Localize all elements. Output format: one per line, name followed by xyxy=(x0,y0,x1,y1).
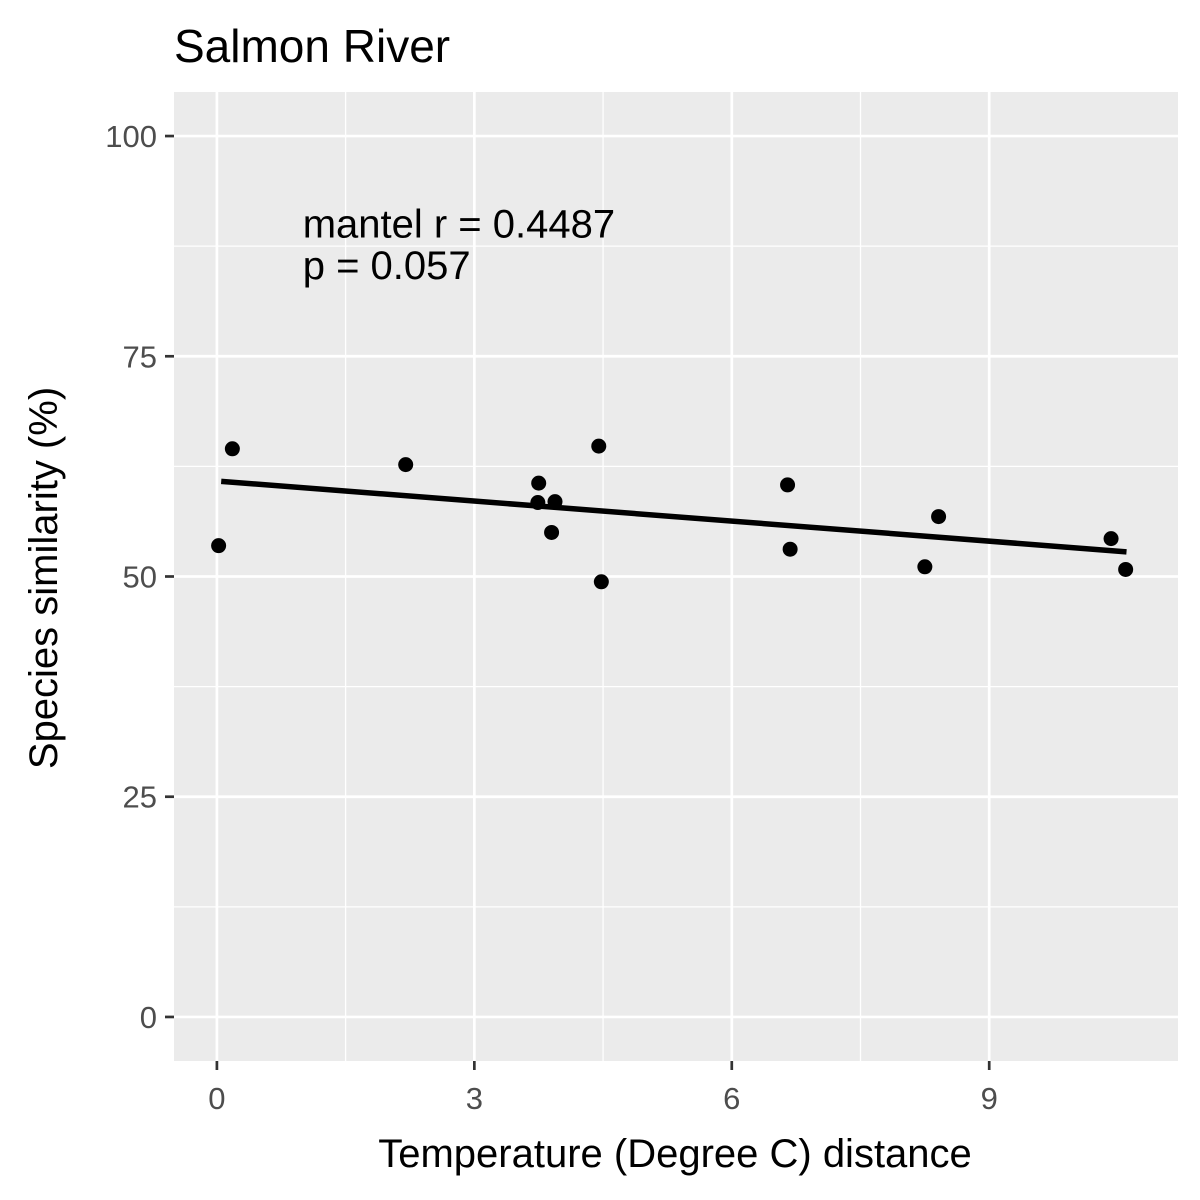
x-tick-label: 3 xyxy=(466,1081,483,1116)
trend-line xyxy=(220,478,1127,555)
y-tick-label: 25 xyxy=(123,780,157,815)
data-point xyxy=(1118,561,1134,577)
axes: 0 3 6 9 0 25 50 75 100 xyxy=(105,119,998,1116)
trend-line-layer xyxy=(220,478,1127,555)
x-tick-label: 9 xyxy=(981,1081,998,1116)
data-point xyxy=(398,457,414,473)
data-point xyxy=(224,441,240,457)
data-point xyxy=(780,477,796,493)
annotation-text: mantel r = 0.4487 xyxy=(303,202,615,246)
x-tick-label: 0 xyxy=(208,1081,225,1116)
data-point xyxy=(782,541,798,557)
data-point xyxy=(530,495,546,511)
y-tick-label: 50 xyxy=(123,560,157,595)
data-point xyxy=(1103,531,1119,547)
data-point xyxy=(591,438,607,454)
chart-title: Salmon River xyxy=(174,20,450,72)
x-tick-label: 6 xyxy=(723,1081,740,1116)
y-tick-label: 75 xyxy=(123,339,157,374)
data-point xyxy=(917,559,933,575)
data-point xyxy=(547,494,563,510)
y-axis-title: Species similarity (%) xyxy=(22,387,66,769)
data-point xyxy=(544,524,560,540)
data-point xyxy=(593,574,609,590)
data-point xyxy=(211,538,227,554)
data-point xyxy=(531,475,547,491)
y-tick-label: 100 xyxy=(105,119,157,154)
annotation-text: p = 0.057 xyxy=(303,244,471,288)
data-points xyxy=(211,438,1134,590)
x-axis-title: Temperature (Degree C) distance xyxy=(378,1132,972,1176)
data-point xyxy=(931,509,947,525)
y-tick-label: 0 xyxy=(140,1000,157,1035)
grid-lines xyxy=(174,92,1178,1061)
